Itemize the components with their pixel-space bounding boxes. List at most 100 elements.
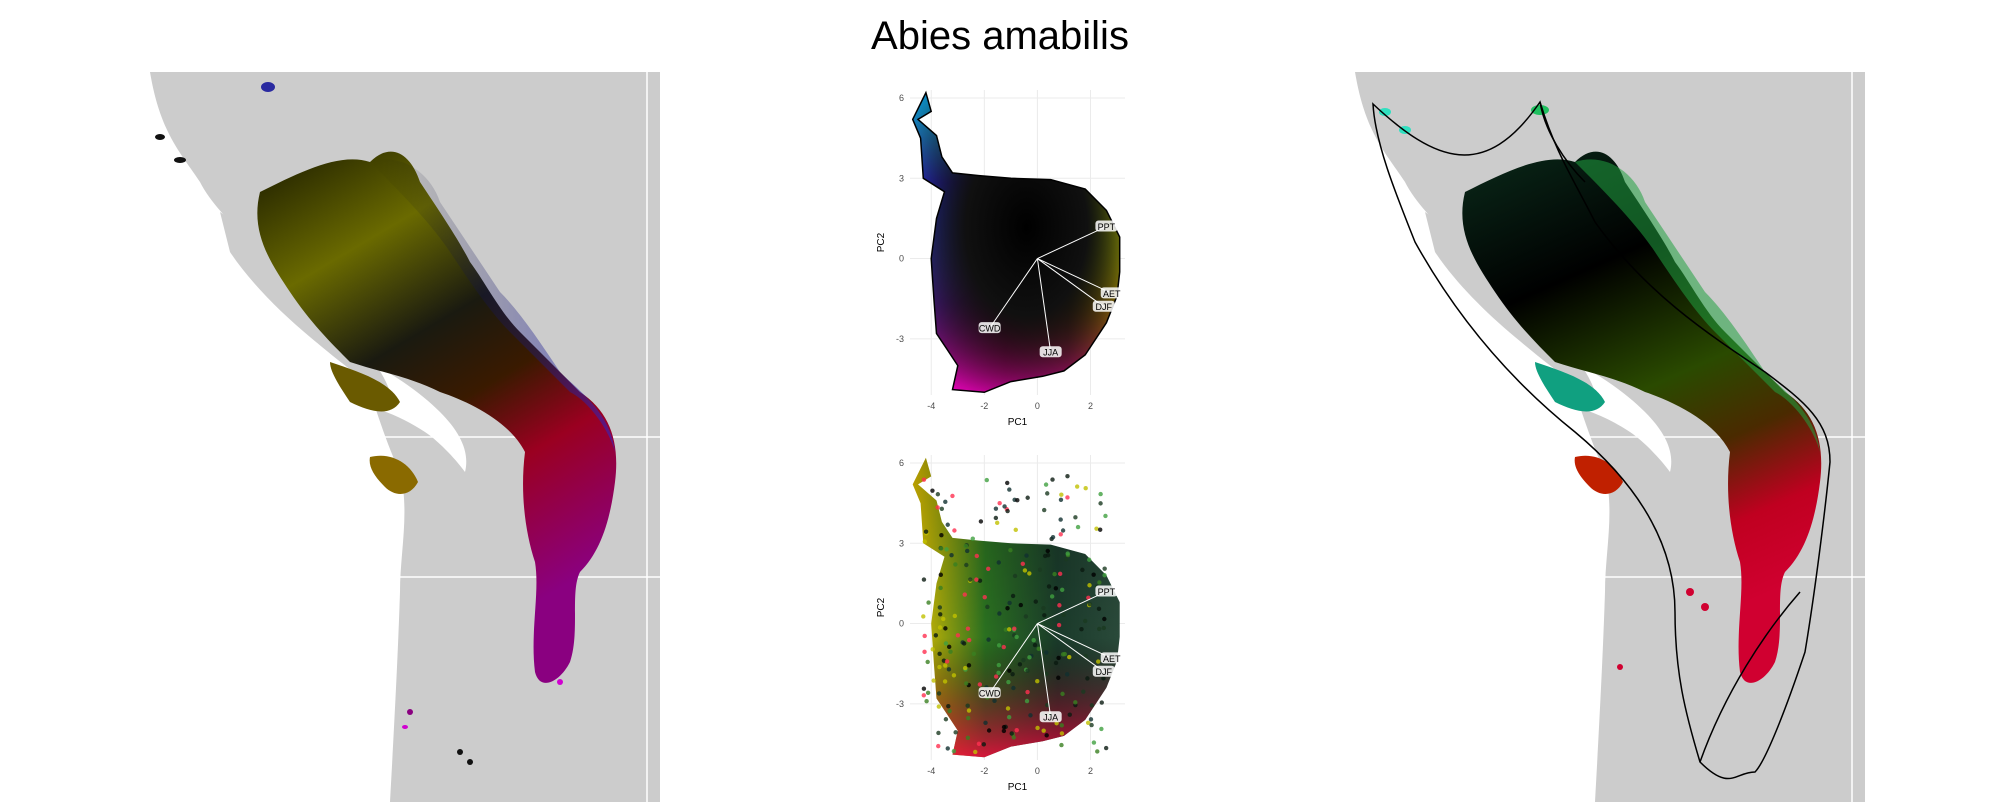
scatter-point — [1001, 724, 1007, 730]
scatter-point — [952, 613, 958, 619]
scatter-point — [1058, 517, 1063, 522]
scatter-point — [965, 626, 971, 631]
scatter-point — [1011, 685, 1016, 691]
scatter-point — [1063, 556, 1069, 562]
scatter-point — [1097, 527, 1103, 532]
scatter-point — [1010, 593, 1016, 599]
scatter-point — [1087, 601, 1093, 607]
scatter-point — [921, 577, 927, 582]
scatter-point — [1031, 637, 1036, 643]
range-patch — [457, 749, 463, 755]
loading-label-bg — [1100, 287, 1123, 299]
scatter-point — [965, 703, 970, 708]
loading-arrow — [989, 258, 1038, 329]
range-patch — [557, 679, 563, 685]
scatter-point — [1082, 618, 1088, 624]
scatter-point — [1083, 486, 1088, 491]
scatter-point — [1089, 703, 1095, 708]
loading-arrow — [1036, 623, 1052, 718]
scatter-point — [922, 539, 928, 544]
scatter-point — [1102, 566, 1107, 571]
y-axis-label: PC2 — [876, 597, 887, 617]
loading-arrow — [1037, 258, 1112, 294]
scatter-point — [964, 562, 969, 568]
scatter-point — [1065, 473, 1070, 479]
scatter-point — [1098, 501, 1103, 506]
point-cloud-outline — [911, 90, 1121, 394]
scatter-point — [921, 477, 927, 482]
scatter-point — [977, 578, 983, 583]
scatter-point — [970, 536, 975, 541]
scatter-point — [1050, 477, 1055, 482]
scatter-point — [992, 698, 997, 704]
scatter-point — [1101, 625, 1106, 631]
scatter-point — [1007, 668, 1012, 673]
scatter-point — [930, 647, 935, 652]
scatter-point — [1015, 498, 1020, 503]
scatter-point — [1096, 659, 1101, 664]
scatter-point — [1045, 548, 1050, 554]
scatter-point — [1057, 571, 1063, 577]
scatter-point — [996, 643, 1002, 648]
scatter-point — [921, 693, 927, 698]
scatter-point — [1060, 652, 1066, 657]
scatter-point — [981, 742, 987, 747]
left-map — [140, 72, 660, 802]
range-green-edge — [1575, 159, 1820, 452]
scatter-point — [953, 562, 958, 567]
loading-label-bg — [1039, 711, 1062, 723]
scatter-point — [976, 741, 982, 746]
range-main — [257, 151, 617, 683]
scatter-point — [1005, 480, 1010, 486]
scatter-point — [1053, 660, 1059, 666]
loading-label-bg — [1092, 665, 1115, 677]
scatter-point — [1006, 679, 1011, 685]
scatter-point — [1067, 654, 1072, 660]
loading-arrow — [989, 623, 1038, 694]
scatter-point — [978, 519, 984, 524]
scatter-point — [943, 717, 949, 722]
scatter-point — [1006, 714, 1012, 720]
scatter-point — [963, 543, 969, 549]
scatter-point — [933, 633, 939, 638]
scatter-point — [1103, 745, 1109, 751]
loading-label: AET — [1103, 289, 1121, 299]
scatter-point — [1020, 561, 1026, 566]
scatter-point — [996, 670, 1001, 676]
loading-label-bg — [1100, 652, 1123, 664]
scatter-point — [943, 663, 948, 668]
scatter-point — [935, 505, 940, 510]
range-patch — [1617, 664, 1623, 670]
scatter-point — [962, 665, 968, 671]
scatter-point — [1045, 491, 1050, 496]
scatter-point — [1001, 728, 1007, 734]
scatter-point — [1060, 528, 1066, 533]
scatter-point — [949, 553, 954, 558]
scatter-point — [951, 673, 957, 678]
y-tick-label: -3 — [896, 699, 904, 709]
loading-label: DJF — [1096, 302, 1113, 312]
scatter-point — [936, 743, 941, 749]
scatter-point — [950, 493, 955, 499]
scatter-point — [1060, 691, 1065, 697]
scatter-point — [941, 616, 946, 622]
scatter-point — [939, 546, 944, 551]
scatter-point — [985, 604, 990, 610]
scatter-point — [1058, 497, 1064, 502]
scatter-point — [1027, 655, 1032, 660]
range-main — [1462, 151, 1822, 683]
scatter-point — [966, 708, 972, 713]
x-tick-label: 0 — [1035, 401, 1040, 411]
scatter-point — [939, 506, 945, 512]
scatter-point — [982, 594, 987, 600]
scatter-point — [1102, 616, 1107, 622]
scatter-point — [1086, 557, 1092, 562]
scatter-point — [921, 614, 926, 619]
scatter-point — [1098, 491, 1103, 497]
y-axis-label: PC2 — [876, 232, 887, 252]
scatter-point — [936, 691, 942, 696]
scatter-point — [1052, 571, 1057, 577]
scatter-point — [939, 533, 944, 538]
loading-label-bg — [1039, 346, 1062, 358]
scatter-point — [926, 600, 931, 605]
